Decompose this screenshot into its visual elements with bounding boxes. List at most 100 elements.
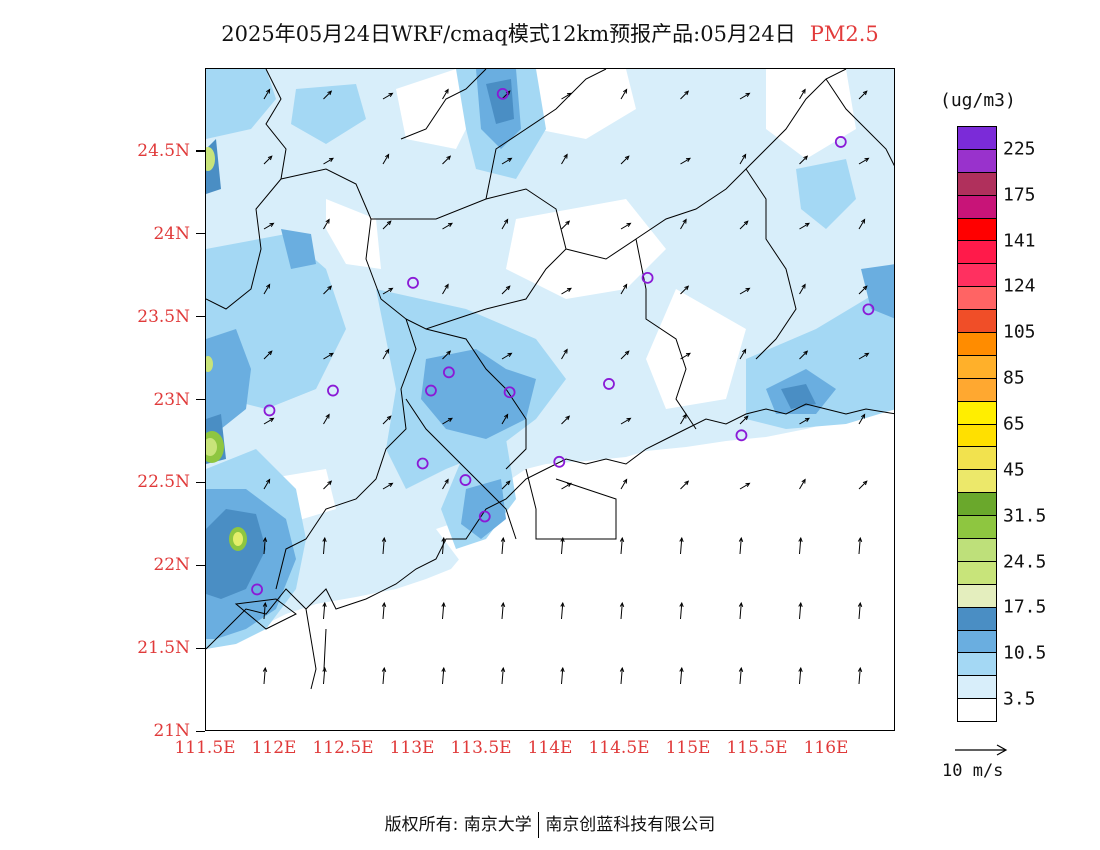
wind-arrow (858, 90, 868, 100)
wind-arrow-head (798, 601, 803, 607)
wind-arrow-head (801, 283, 806, 289)
wind-arrow (620, 284, 628, 295)
wind-arrow (501, 157, 512, 165)
lon-label: 116E (803, 738, 849, 758)
wind-arrow-head (626, 417, 632, 422)
wind-arrow-head (742, 348, 747, 354)
station-marker (263, 404, 276, 417)
wind-arrow-head (861, 218, 866, 224)
lat-label: 22N (153, 555, 190, 576)
wind-arrow (323, 219, 330, 230)
wind-arrow (799, 155, 808, 165)
lat-label: 23N (153, 389, 190, 410)
wind-arrow-head (385, 153, 390, 159)
colorbar-swatch (958, 652, 996, 676)
wind-arrow (263, 89, 271, 100)
wind-arrow-head (743, 220, 749, 226)
colorbar-label: 141 (1003, 230, 1036, 252)
station-marker (553, 455, 566, 468)
wind-arrow-head (857, 601, 863, 607)
wind-arrow-head (507, 352, 513, 357)
lon-label: 111.5E (174, 738, 236, 758)
wind-arrow (561, 92, 572, 100)
wind-arrow (323, 414, 330, 425)
wind-arrow-head (745, 482, 751, 487)
colorbar-unit: (ug/m3) (940, 90, 1016, 111)
wind-arrow (263, 155, 273, 165)
wind-arrow (501, 603, 504, 620)
wind-arrow (323, 90, 332, 100)
colorbar-swatch (958, 263, 996, 287)
wind-arrow-head (388, 92, 394, 97)
wind-arrow-head (327, 90, 333, 96)
wind-arrow (680, 480, 689, 490)
wind-arrow-head (269, 222, 275, 227)
wind-arrow (799, 222, 810, 230)
wind-reference-arrow (955, 744, 1008, 756)
lat-label: 21N (153, 721, 190, 741)
wind-arrow (263, 417, 274, 425)
wind-arrow-head (500, 601, 506, 607)
wind-arrow-head (862, 480, 868, 486)
colorbar-label: 175 (1003, 184, 1036, 206)
wind-arrow (620, 538, 623, 555)
wind-arrow-head (381, 666, 387, 672)
wind-arrow-head (505, 285, 511, 291)
wind-arrow-head (266, 283, 271, 289)
wind-arrow (382, 415, 392, 425)
colorbar-swatch (958, 538, 996, 561)
wind-arrow-head (565, 415, 571, 421)
wind-arrow-head (441, 536, 446, 542)
colorbar-label: 225 (1003, 138, 1036, 160)
wind-arrow (382, 154, 390, 165)
wind-arrow (501, 538, 504, 555)
wind-arrow (561, 415, 570, 425)
footer-right: 南京创蓝科技有限公司 (545, 815, 716, 835)
colorbar (957, 126, 997, 722)
lat-tick (196, 316, 205, 318)
wind-arrow-head (507, 157, 513, 162)
wind-arrow (323, 538, 326, 555)
wind-arrow-head (804, 222, 810, 227)
station-marker (641, 271, 654, 284)
colorbar-swatch (958, 148, 996, 172)
wind-arrow-head (685, 157, 691, 162)
wind-arrow-head (565, 220, 571, 226)
wind-arrow (739, 154, 747, 165)
wind-arrow (323, 285, 332, 295)
station-marker (735, 429, 748, 442)
colorbar-swatch (958, 194, 996, 218)
colorbar-label: 24.5 (1003, 551, 1047, 573)
wind-arrow (620, 668, 623, 685)
wind-arrow-head (560, 536, 565, 542)
wind-arrow (799, 479, 806, 490)
lon-label: 112E (251, 738, 297, 758)
lon-label: 115.5E (726, 738, 788, 758)
wind-arrow-head (325, 413, 330, 419)
wind-arrow (739, 668, 742, 685)
colorbar-swatch (958, 332, 996, 355)
wind-arrow (561, 603, 564, 620)
wind-arrow (620, 479, 628, 490)
wind-arrow (561, 668, 564, 685)
wind-arrow-head (619, 601, 625, 607)
wind-arrow-head (864, 352, 870, 357)
wind-arrow (680, 414, 687, 425)
wind-arrow (263, 222, 274, 230)
wind-arrow (739, 538, 742, 555)
wind-arrow (501, 219, 509, 230)
wind-arrow-head (441, 666, 446, 672)
wind-arrow (620, 350, 630, 360)
lon-label: 115E (665, 738, 711, 758)
station-marker (503, 386, 516, 399)
wind-arrow (323, 603, 326, 620)
lat-label: 21.5N (137, 638, 190, 659)
wind-arrow-head (327, 285, 333, 291)
wind-arrow (501, 480, 511, 490)
lat-tick (196, 233, 205, 235)
wind-arrow (680, 538, 683, 555)
wind-arrow (442, 417, 453, 425)
colorbar-swatch (958, 309, 996, 333)
wind-arrow (858, 285, 868, 295)
wind-arrow-head (444, 283, 449, 289)
